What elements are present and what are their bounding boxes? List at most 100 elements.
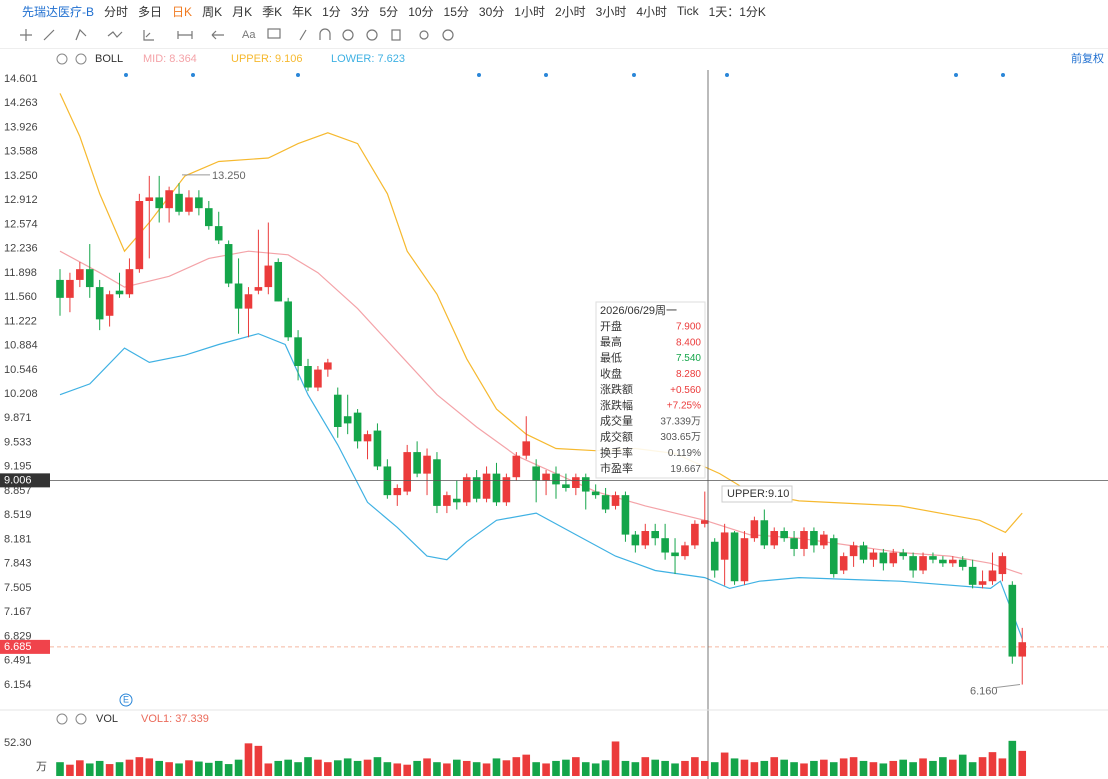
period-tab[interactable]: 月K (232, 4, 253, 19)
candle-body (175, 193, 183, 212)
period-tab[interactable]: 3分 (350, 4, 370, 19)
period-tab[interactable]: Tick (677, 4, 699, 18)
candle-body (919, 556, 927, 571)
volume-bar (274, 760, 283, 776)
line-tool[interactable] (43, 29, 55, 41)
period-tab[interactable]: 3小时 (595, 4, 627, 19)
candle-body (1018, 642, 1027, 657)
period-tab[interactable]: 4小时 (636, 4, 668, 19)
period-tab[interactable]: 10分 (408, 4, 434, 19)
period-tab[interactable]: 多日 (138, 4, 163, 19)
poly-tool[interactable] (75, 28, 87, 41)
text-tool[interactable]: Aa (242, 29, 256, 41)
candle-body (353, 412, 362, 442)
volume-bar (810, 760, 818, 776)
volume-bar (780, 759, 788, 776)
period-tab[interactable]: 年K (292, 4, 313, 19)
reference-label-bg (0, 639, 50, 654)
volume-bar (839, 758, 848, 776)
candle-body (879, 552, 888, 564)
settings-tool[interactable] (442, 29, 454, 41)
measure-tool[interactable] (177, 31, 193, 39)
volume-bar (135, 757, 144, 776)
candle-body (978, 581, 987, 585)
volume-bar (631, 762, 640, 776)
candle-body (254, 287, 263, 291)
period-tab[interactable]: 1小时 (514, 4, 545, 19)
volume-bar (730, 758, 739, 776)
note-tool[interactable] (267, 28, 281, 39)
upper-tag-bg (721, 485, 793, 503)
period-tab[interactable]: 分时 (104, 4, 129, 19)
angle-tool[interactable] (299, 29, 307, 41)
period-tab[interactable]: 1分 (322, 4, 341, 19)
candle-body (601, 495, 610, 510)
volume-bar (760, 760, 769, 776)
candle-body (363, 434, 372, 442)
volume-bar (393, 763, 402, 776)
stock-name[interactable]: 先瑞达医疗-B (22, 4, 95, 19)
hide-tool[interactable] (366, 29, 378, 41)
y-tick-label: 14.601 (4, 73, 38, 85)
y-tick-label: 10.884 (4, 340, 38, 352)
crosshair-label-bg (0, 473, 50, 488)
volume-bar (740, 759, 749, 776)
candle-body (651, 531, 659, 539)
volume-bar (552, 760, 560, 776)
y-tick-label: 10.546 (4, 364, 38, 376)
tooltip-value: 7.540 (676, 353, 701, 364)
candle-body (949, 559, 957, 564)
y-tick-label: 9.871 (4, 412, 32, 424)
candle-body (314, 369, 322, 388)
link-tool[interactable] (419, 30, 429, 40)
volume-bar (115, 762, 124, 776)
volume-bar (790, 762, 798, 776)
period-tab[interactable]: 30分 (478, 4, 505, 19)
tool-icons: Aa (20, 28, 454, 41)
arrow-tool[interactable] (211, 30, 224, 40)
event-dot (725, 73, 729, 77)
candle-body (671, 552, 679, 557)
candle-body (284, 301, 292, 338)
volume-bar (373, 757, 382, 776)
period-tab[interactable]: 周K (202, 4, 223, 19)
reference-label: 6.685 (4, 641, 32, 653)
tooltip-box (595, 301, 706, 479)
period-tab[interactable]: 5分 (379, 4, 399, 19)
candle-body (135, 201, 144, 270)
candle-body (1008, 584, 1017, 657)
volume-bar (453, 759, 461, 776)
volume-bar (433, 762, 441, 776)
period-tab[interactable]: 1天：1分K (708, 4, 766, 19)
crosshair-tool[interactable] (20, 29, 32, 41)
period-tab[interactable]: 日K (172, 4, 193, 19)
y-tick-label: 9.533 (4, 436, 32, 448)
delete-tool[interactable] (391, 29, 401, 41)
y-tick-label: 12.912 (4, 194, 38, 206)
period-tab[interactable]: 2小时 (554, 4, 586, 19)
candle-body (234, 283, 243, 309)
candle-body (839, 556, 848, 571)
candle-body (820, 534, 828, 546)
event-dot (632, 73, 636, 77)
candle-body (750, 520, 759, 539)
volume-bar (681, 760, 689, 776)
y-tick-label: 12.574 (4, 218, 38, 230)
wave-tool[interactable] (107, 31, 123, 38)
volume-bar (343, 758, 352, 776)
volume-bar (701, 760, 709, 776)
period-tab[interactable]: 季K (262, 4, 283, 19)
candle-body (433, 459, 441, 506)
volume-bar (988, 752, 997, 776)
eye-tool[interactable] (342, 29, 354, 41)
volume-bar (572, 757, 580, 776)
period-tab[interactable]: 15分 (443, 4, 469, 19)
fib-tool[interactable] (143, 30, 154, 41)
candle-body (542, 473, 550, 481)
event-dot (477, 73, 481, 77)
candle-body (56, 279, 64, 298)
volume-bar (919, 758, 927, 776)
volume-bar (66, 764, 74, 776)
magnet-tool[interactable] (319, 28, 331, 40)
volume-bar (85, 763, 94, 776)
